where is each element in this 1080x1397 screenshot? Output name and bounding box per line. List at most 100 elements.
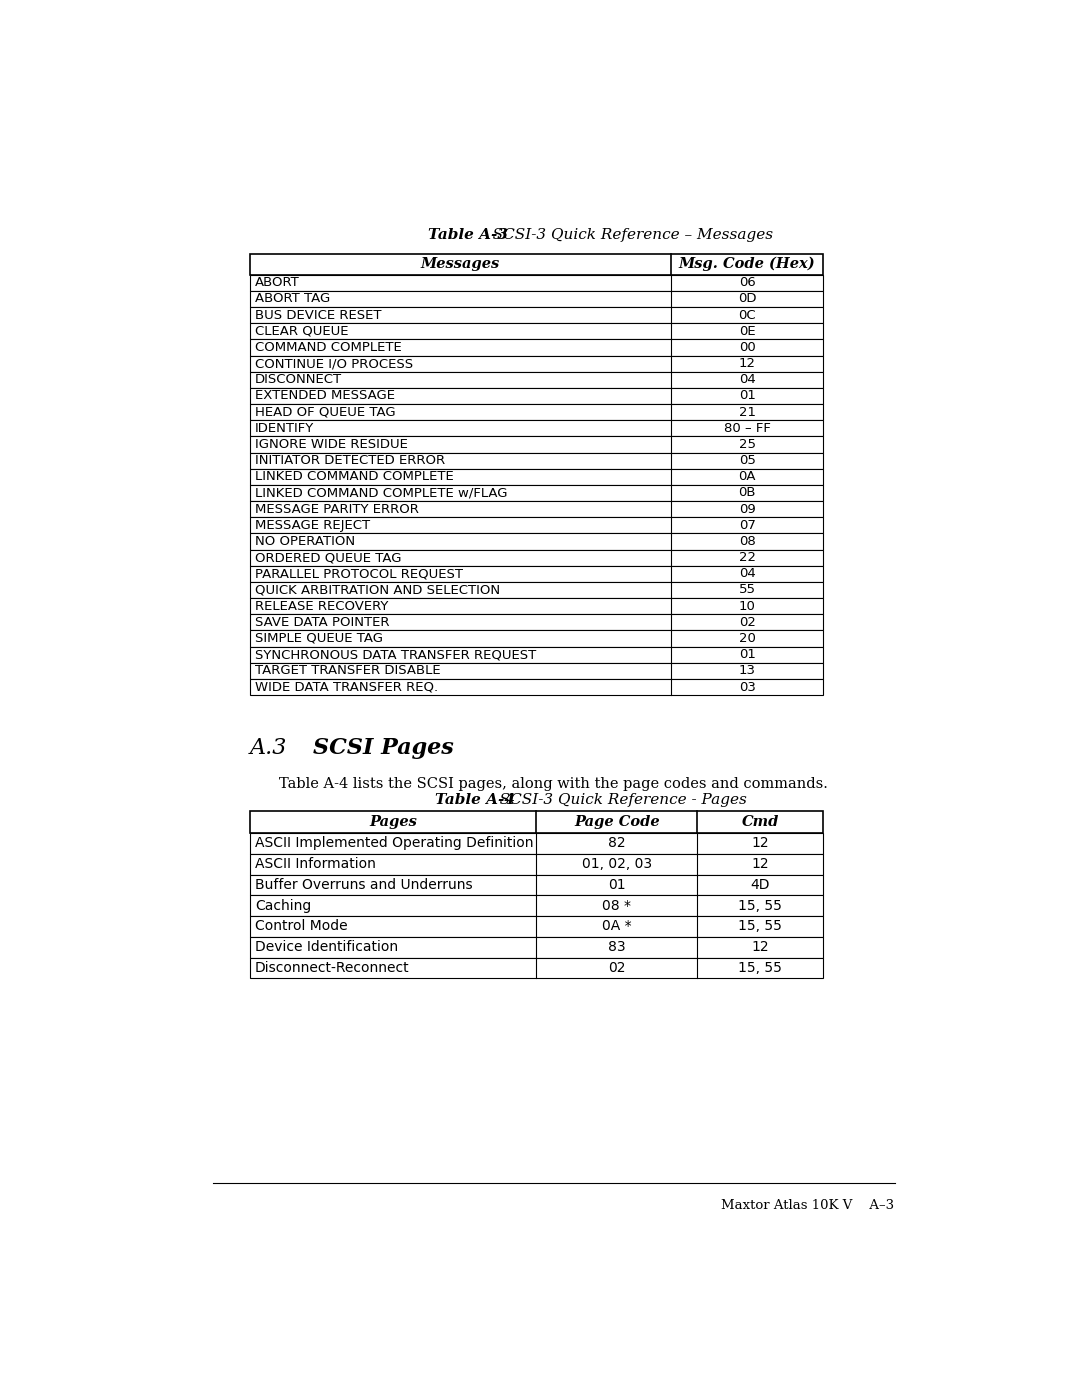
Text: 0B: 0B bbox=[739, 486, 756, 500]
Bar bbox=[249, 875, 823, 895]
Text: SCSI-3 Quick Reference - Pages: SCSI-3 Quick Reference - Pages bbox=[485, 792, 746, 806]
Text: Maxtor Atlas 10K V    A–3: Maxtor Atlas 10K V A–3 bbox=[721, 1199, 894, 1211]
Text: WIDE DATA TRANSFER REQ.: WIDE DATA TRANSFER REQ. bbox=[255, 680, 438, 693]
Text: SCSI-3 Quick Reference – Messages: SCSI-3 Quick Reference – Messages bbox=[477, 228, 773, 242]
Text: Page Code: Page Code bbox=[573, 814, 660, 828]
Bar bbox=[249, 916, 823, 937]
Text: DISCONNECT: DISCONNECT bbox=[255, 373, 342, 387]
Bar bbox=[249, 388, 823, 404]
Text: 20: 20 bbox=[739, 631, 756, 645]
Text: Table A-4 lists the SCSI pages, along with the page codes and commands.: Table A-4 lists the SCSI pages, along wi… bbox=[279, 778, 828, 792]
Text: SIMPLE QUEUE TAG: SIMPLE QUEUE TAG bbox=[255, 631, 383, 645]
Text: 82: 82 bbox=[608, 837, 625, 851]
Text: 15, 55: 15, 55 bbox=[738, 919, 782, 933]
Bar bbox=[249, 275, 823, 291]
Text: ASCII Information: ASCII Information bbox=[255, 858, 376, 872]
Text: 12: 12 bbox=[752, 940, 769, 954]
Text: 07: 07 bbox=[739, 518, 756, 532]
Text: 22: 22 bbox=[739, 552, 756, 564]
Text: 13: 13 bbox=[739, 665, 756, 678]
Text: 21: 21 bbox=[739, 405, 756, 419]
Text: 05: 05 bbox=[739, 454, 756, 467]
Text: LINKED COMMAND COMPLETE: LINKED COMMAND COMPLETE bbox=[255, 471, 454, 483]
Text: 0C: 0C bbox=[739, 309, 756, 321]
Text: Device Identification: Device Identification bbox=[255, 940, 399, 954]
Text: MESSAGE REJECT: MESSAGE REJECT bbox=[255, 518, 370, 532]
Text: HEAD OF QUEUE TAG: HEAD OF QUEUE TAG bbox=[255, 405, 395, 419]
Text: CONTINUE I/O PROCESS: CONTINUE I/O PROCESS bbox=[255, 358, 414, 370]
Bar bbox=[249, 583, 823, 598]
Text: 12: 12 bbox=[739, 358, 756, 370]
Text: A.3: A.3 bbox=[249, 738, 287, 760]
Text: PARALLEL PROTOCOL REQUEST: PARALLEL PROTOCOL REQUEST bbox=[255, 567, 463, 580]
Text: MESSAGE PARITY ERROR: MESSAGE PARITY ERROR bbox=[255, 503, 419, 515]
Bar bbox=[249, 372, 823, 388]
Text: 15, 55: 15, 55 bbox=[738, 961, 782, 975]
Text: 55: 55 bbox=[739, 584, 756, 597]
Text: Msg. Code (Hex): Msg. Code (Hex) bbox=[679, 257, 815, 271]
Text: 06: 06 bbox=[739, 277, 756, 289]
Text: 00: 00 bbox=[739, 341, 756, 353]
Bar bbox=[249, 323, 823, 339]
Bar bbox=[249, 549, 823, 566]
Bar bbox=[249, 615, 823, 630]
Bar bbox=[249, 502, 823, 517]
Bar bbox=[249, 566, 823, 583]
Bar bbox=[249, 485, 823, 502]
Text: INITIATOR DETECTED ERROR: INITIATOR DETECTED ERROR bbox=[255, 454, 445, 467]
Text: SCSI Pages: SCSI Pages bbox=[313, 738, 454, 760]
Text: LINKED COMMAND COMPLETE w/FLAG: LINKED COMMAND COMPLETE w/FLAG bbox=[255, 486, 508, 500]
Text: 80 – FF: 80 – FF bbox=[724, 422, 771, 434]
Bar bbox=[249, 307, 823, 323]
Text: 01: 01 bbox=[608, 877, 625, 891]
Bar bbox=[249, 598, 823, 615]
Text: Cmd: Cmd bbox=[742, 814, 779, 828]
Text: QUICK ARBITRATION AND SELECTION: QUICK ARBITRATION AND SELECTION bbox=[255, 584, 500, 597]
Text: 12: 12 bbox=[752, 858, 769, 872]
Text: ASCII Implemented Operating Definition: ASCII Implemented Operating Definition bbox=[255, 837, 534, 851]
Text: 04: 04 bbox=[739, 373, 756, 387]
Text: 08 *: 08 * bbox=[603, 898, 631, 912]
Text: SYNCHRONOUS DATA TRANSFER REQUEST: SYNCHRONOUS DATA TRANSFER REQUEST bbox=[255, 648, 537, 661]
Text: IGNORE WIDE RESIDUE: IGNORE WIDE RESIDUE bbox=[255, 437, 408, 451]
Text: 01: 01 bbox=[739, 390, 756, 402]
Text: 10: 10 bbox=[739, 599, 756, 613]
Text: Disconnect-Reconnect: Disconnect-Reconnect bbox=[255, 961, 409, 975]
Text: 83: 83 bbox=[608, 940, 625, 954]
Text: RELEASE RECOVERY: RELEASE RECOVERY bbox=[255, 599, 389, 613]
Bar bbox=[249, 630, 823, 647]
Text: 02: 02 bbox=[608, 961, 625, 975]
Text: Buffer Overruns and Underruns: Buffer Overruns and Underruns bbox=[255, 877, 473, 891]
Bar bbox=[249, 469, 823, 485]
Bar bbox=[249, 517, 823, 534]
Bar bbox=[249, 355, 823, 372]
Text: 25: 25 bbox=[739, 437, 756, 451]
Text: COMMAND COMPLETE: COMMAND COMPLETE bbox=[255, 341, 402, 353]
Text: 01, 02, 03: 01, 02, 03 bbox=[582, 858, 652, 872]
Bar bbox=[249, 679, 823, 696]
Text: BUS DEVICE RESET: BUS DEVICE RESET bbox=[255, 309, 381, 321]
Text: 08: 08 bbox=[739, 535, 756, 548]
Text: CLEAR QUEUE: CLEAR QUEUE bbox=[255, 324, 349, 338]
Bar bbox=[249, 339, 823, 355]
Text: 15, 55: 15, 55 bbox=[738, 898, 782, 912]
Text: 03: 03 bbox=[739, 680, 756, 693]
Bar bbox=[249, 833, 823, 854]
Bar bbox=[249, 810, 823, 833]
Bar bbox=[249, 937, 823, 958]
Text: Table A-4: Table A-4 bbox=[434, 792, 514, 806]
Text: NO OPERATION: NO OPERATION bbox=[255, 535, 355, 548]
Text: 0A *: 0A * bbox=[602, 919, 632, 933]
Text: 4D: 4D bbox=[751, 877, 770, 891]
Text: ABORT: ABORT bbox=[255, 277, 300, 289]
Bar bbox=[249, 647, 823, 662]
Text: 12: 12 bbox=[752, 837, 769, 851]
Bar bbox=[249, 291, 823, 307]
Text: TARGET TRANSFER DISABLE: TARGET TRANSFER DISABLE bbox=[255, 665, 441, 678]
Text: SAVE DATA POINTER: SAVE DATA POINTER bbox=[255, 616, 390, 629]
Bar bbox=[249, 420, 823, 436]
Bar bbox=[249, 404, 823, 420]
Bar bbox=[249, 854, 823, 875]
Bar bbox=[249, 436, 823, 453]
Text: Pages: Pages bbox=[369, 814, 417, 828]
